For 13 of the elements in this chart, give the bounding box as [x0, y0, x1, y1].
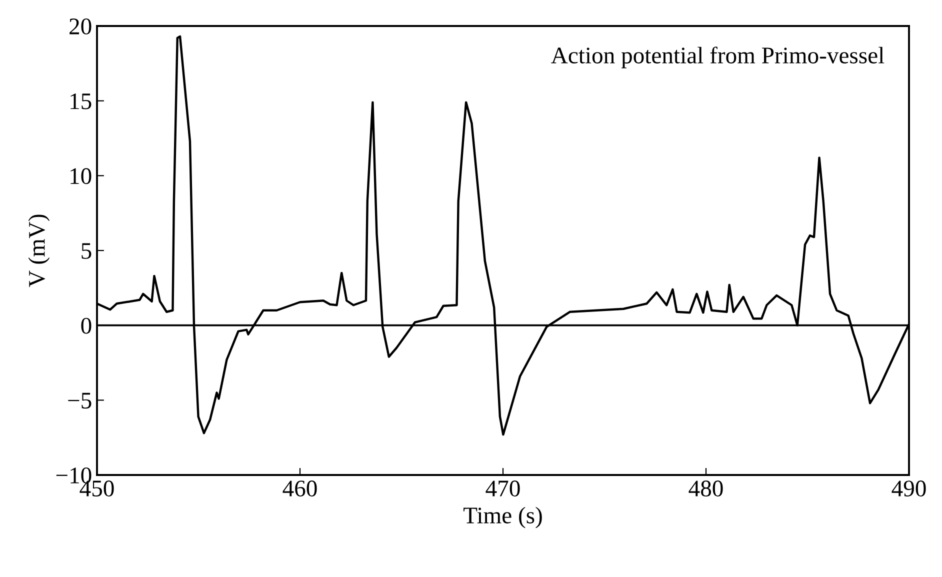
- x-tick-label: 480: [688, 480, 723, 496]
- y-tick-label: 20: [70, 18, 92, 34]
- x-tick-label: 490: [892, 480, 926, 496]
- y-axis-title: V (mV): [28, 214, 50, 288]
- y-tick-label: 0: [81, 318, 92, 334]
- y-tick-label: 5: [82, 243, 92, 259]
- y-tick-label: −5: [68, 392, 92, 409]
- x-tick-label: 470: [486, 480, 520, 496]
- y-tick-label: 10: [70, 168, 92, 184]
- x-tick-label: 460: [282, 480, 317, 496]
- annotation: Action potential from Primo-vessel: [551, 46, 884, 68]
- y-tick-label: 15: [70, 93, 92, 110]
- x-axis-title: Time (s): [464, 506, 542, 528]
